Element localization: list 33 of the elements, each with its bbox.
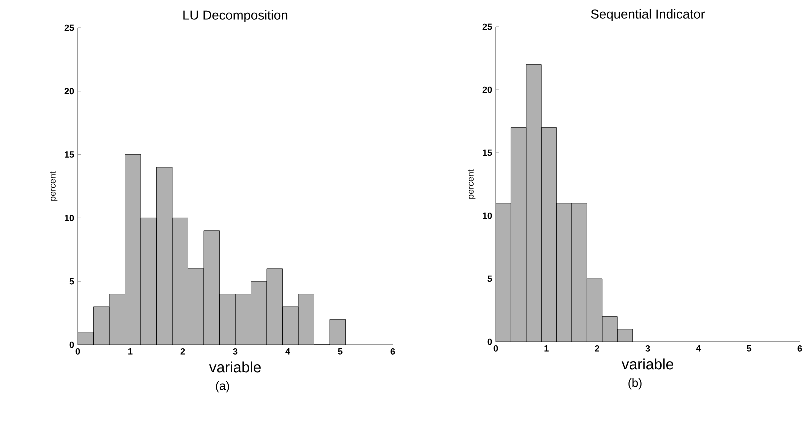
x-tick-label: 6 [390, 348, 396, 355]
y-axis-title: percent [50, 172, 58, 201]
y-axis-title: percent [468, 170, 476, 199]
y-tick-label: 25 [482, 24, 492, 30]
x-tick-label: 5 [338, 348, 343, 355]
chart-title: Sequential Indicator [591, 9, 705, 22]
x-tick-label: 4 [286, 348, 290, 355]
text: (b) [628, 378, 642, 390]
x-tick-label: 1 [128, 348, 133, 355]
y-tick-label: 5 [488, 276, 492, 282]
x-tick-label: 3 [646, 346, 650, 352]
y-tick-label: 25 [64, 24, 74, 32]
chart-title: LU Decomposition [184, 10, 288, 22]
text: (a) [216, 382, 230, 393]
y-tick-label: 10 [65, 215, 74, 222]
x-tick-label: 2 [180, 348, 186, 355]
x-tick-label: 3 [233, 348, 238, 355]
x-tick-label: 0 [76, 348, 80, 355]
y-tick-label: 0 [488, 338, 492, 346]
x-axis-title: variable [622, 358, 674, 370]
x-tick-label: 0 [494, 346, 498, 352]
x-tick-label: 1 [544, 346, 549, 352]
x-tick-label: 6 [798, 346, 802, 352]
x-tick-label: 2 [595, 346, 600, 352]
y-tick-label: 20 [482, 86, 492, 94]
y-tick-label: 20 [64, 88, 74, 95]
y-tick-label: 15 [483, 150, 492, 156]
y-tick-label: 10 [483, 212, 492, 220]
y-tick-label: 15 [65, 152, 74, 158]
x-tick-label: 4 [696, 346, 702, 352]
x-axis-title: variable [209, 362, 261, 373]
x-tick-label: 5 [747, 346, 752, 352]
y-tick-label: 5 [70, 278, 74, 285]
